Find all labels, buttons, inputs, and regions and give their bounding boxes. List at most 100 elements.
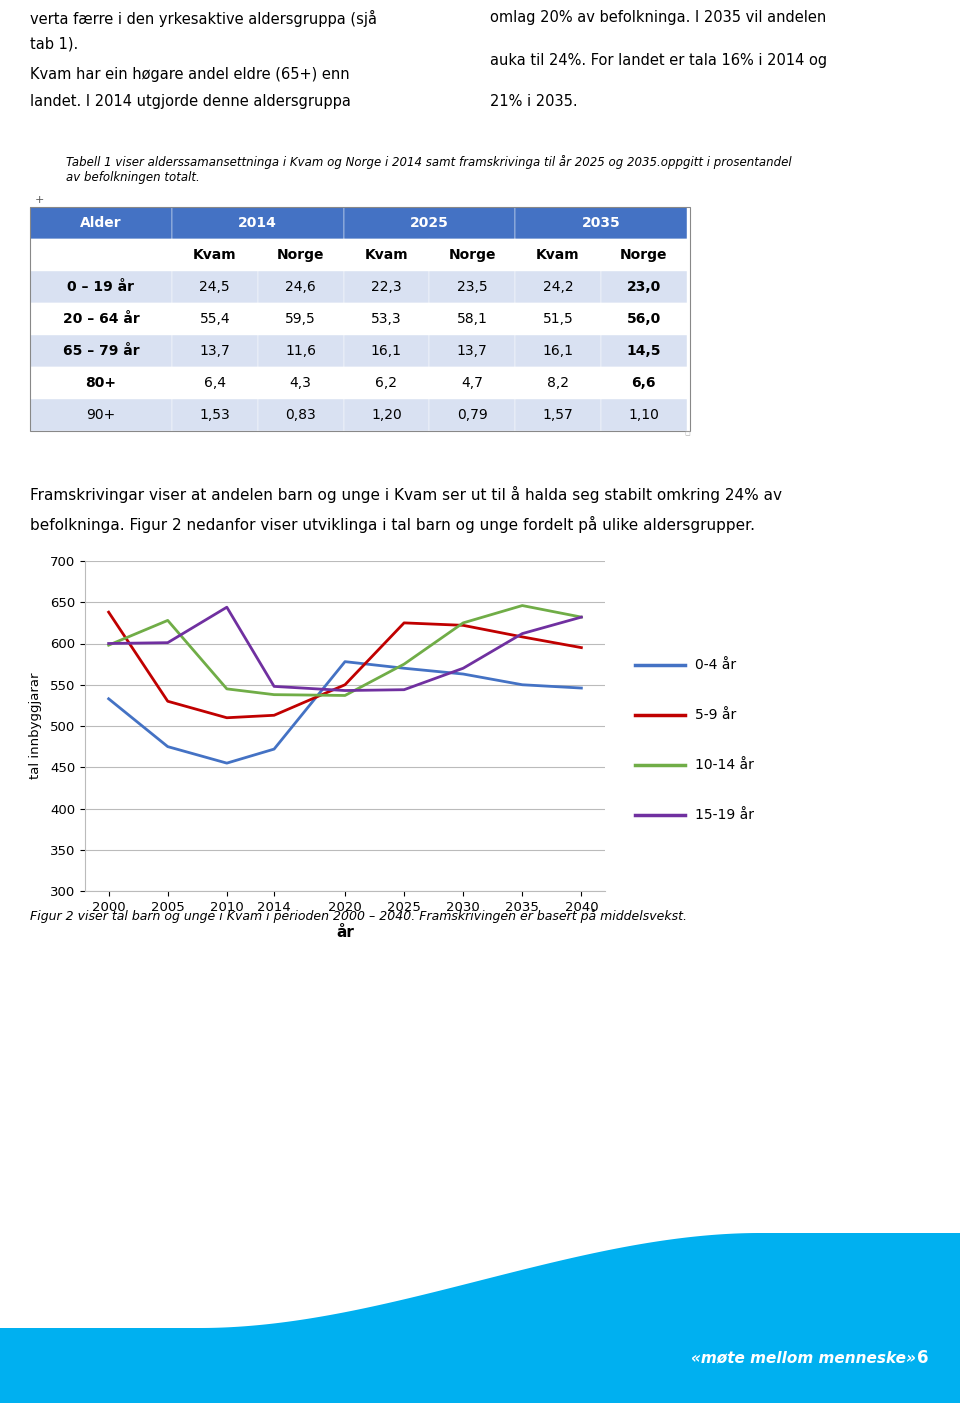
- Text: 90+: 90+: [86, 408, 115, 422]
- FancyBboxPatch shape: [344, 368, 429, 398]
- 0-4 år: [269, 741, 280, 758]
- FancyBboxPatch shape: [429, 303, 516, 335]
- FancyBboxPatch shape: [601, 368, 686, 398]
- FancyBboxPatch shape: [30, 303, 172, 335]
- Text: 23,5: 23,5: [457, 281, 488, 295]
- 15-19 år: [339, 682, 350, 699]
- FancyBboxPatch shape: [429, 398, 516, 431]
- FancyBboxPatch shape: [172, 335, 257, 368]
- FancyBboxPatch shape: [257, 303, 344, 335]
- 5-9 år: [221, 710, 232, 727]
- 10-14 år: [457, 615, 468, 631]
- FancyBboxPatch shape: [257, 271, 344, 303]
- Text: 5-9 år: 5-9 år: [695, 709, 736, 723]
- 0-4 år: [103, 690, 114, 707]
- 0-4 år: [162, 738, 174, 755]
- Text: 13,7: 13,7: [200, 344, 230, 358]
- FancyBboxPatch shape: [30, 271, 172, 303]
- 5-9 år: [516, 629, 528, 645]
- Text: Figur 2 viser tal barn og unge i Kvam i perioden 2000 – 2040. Framskrivingen er : Figur 2 viser tal barn og unge i Kvam i …: [30, 909, 687, 923]
- Polygon shape: [0, 1233, 960, 1403]
- Text: ◻: ◻: [684, 429, 690, 435]
- Text: 6,2: 6,2: [375, 376, 397, 390]
- FancyBboxPatch shape: [30, 239, 172, 271]
- FancyBboxPatch shape: [172, 271, 257, 303]
- Text: 16,1: 16,1: [371, 344, 402, 358]
- FancyBboxPatch shape: [516, 271, 601, 303]
- 0-4 år: [398, 659, 410, 676]
- 5-9 år: [398, 615, 410, 631]
- Text: 24,2: 24,2: [542, 281, 573, 295]
- FancyBboxPatch shape: [30, 398, 172, 431]
- Text: Framskrivingar viser at andelen barn og unge i Kvam ser ut til å halda seg stabi: Framskrivingar viser at andelen barn og …: [30, 485, 782, 504]
- Text: 23,0: 23,0: [627, 281, 660, 295]
- Text: 24,6: 24,6: [285, 281, 316, 295]
- 0-4 år: [339, 654, 350, 671]
- 10-14 år: [339, 687, 350, 704]
- Text: 53,3: 53,3: [372, 311, 401, 325]
- Text: 65 – 79 år: 65 – 79 år: [62, 344, 139, 358]
- Text: Kvam har ein høgare andel eldre (65+) enn: Kvam har ein høgare andel eldre (65+) en…: [30, 67, 349, 83]
- 10-14 år: [516, 598, 528, 615]
- 15-19 år: [162, 634, 174, 651]
- FancyBboxPatch shape: [257, 239, 344, 271]
- Text: «møte mellom menneske»: «møte mellom menneske»: [691, 1351, 916, 1365]
- Text: 58,1: 58,1: [457, 311, 488, 325]
- FancyBboxPatch shape: [516, 368, 601, 398]
- Text: Tabell 1 viser alderssamansettninga i Kvam og Norge i 2014 samt framskrivinga ti: Tabell 1 viser alderssamansettninga i Kv…: [66, 154, 792, 184]
- Text: 1,10: 1,10: [629, 408, 660, 422]
- 5-9 år: [457, 617, 468, 634]
- Text: 80+: 80+: [85, 376, 116, 390]
- Text: +: +: [35, 195, 44, 205]
- Text: 1,53: 1,53: [200, 408, 230, 422]
- 10-14 år: [398, 655, 410, 672]
- Text: Norge: Norge: [448, 248, 496, 262]
- Text: Kvam: Kvam: [537, 248, 580, 262]
- FancyBboxPatch shape: [601, 239, 686, 271]
- FancyBboxPatch shape: [429, 271, 516, 303]
- FancyBboxPatch shape: [516, 398, 601, 431]
- Text: 22,3: 22,3: [372, 281, 401, 295]
- 10-14 år: [103, 637, 114, 654]
- 5-9 år: [576, 640, 588, 657]
- FancyBboxPatch shape: [516, 208, 686, 239]
- FancyBboxPatch shape: [172, 368, 257, 398]
- Text: Kvam: Kvam: [193, 248, 236, 262]
- 0-4 år: [221, 755, 232, 772]
- 5-9 år: [103, 603, 114, 620]
- Text: 10-14 år: 10-14 år: [695, 758, 754, 772]
- FancyBboxPatch shape: [30, 368, 172, 398]
- Text: verta færre i den yrkesaktive aldersgruppa (sjå: verta færre i den yrkesaktive aldersgrup…: [30, 10, 377, 27]
- Text: 8,2: 8,2: [547, 376, 569, 390]
- FancyBboxPatch shape: [601, 398, 686, 431]
- Y-axis label: tal innbyggjarar: tal innbyggjarar: [29, 673, 41, 779]
- FancyBboxPatch shape: [516, 239, 601, 271]
- 15-19 år: [221, 599, 232, 616]
- FancyBboxPatch shape: [344, 303, 429, 335]
- 15-19 år: [516, 626, 528, 643]
- Text: 21% i 2035.: 21% i 2035.: [490, 94, 578, 109]
- Line: 5-9 år: 5-9 år: [108, 612, 582, 718]
- FancyBboxPatch shape: [344, 335, 429, 368]
- Text: 16,1: 16,1: [542, 344, 573, 358]
- FancyBboxPatch shape: [30, 208, 172, 239]
- 5-9 år: [339, 676, 350, 693]
- FancyBboxPatch shape: [344, 239, 429, 271]
- Line: 10-14 år: 10-14 år: [108, 606, 582, 696]
- 0-4 år: [576, 679, 588, 696]
- 0-4 år: [457, 665, 468, 682]
- FancyBboxPatch shape: [429, 335, 516, 368]
- FancyBboxPatch shape: [172, 208, 344, 239]
- Text: 0,83: 0,83: [285, 408, 316, 422]
- 10-14 år: [576, 609, 588, 626]
- Text: tab 1).: tab 1).: [30, 36, 79, 52]
- Text: landet. I 2014 utgjorde denne aldersgruppa: landet. I 2014 utgjorde denne aldersgrup…: [30, 94, 350, 109]
- Text: 20 – 64 år: 20 – 64 år: [62, 311, 139, 325]
- 10-14 år: [221, 680, 232, 697]
- Text: 6,6: 6,6: [632, 376, 656, 390]
- Text: Alder: Alder: [80, 216, 122, 230]
- 5-9 år: [162, 693, 174, 710]
- Text: Norge: Norge: [620, 248, 667, 262]
- FancyBboxPatch shape: [429, 368, 516, 398]
- 0-4 år: [516, 676, 528, 693]
